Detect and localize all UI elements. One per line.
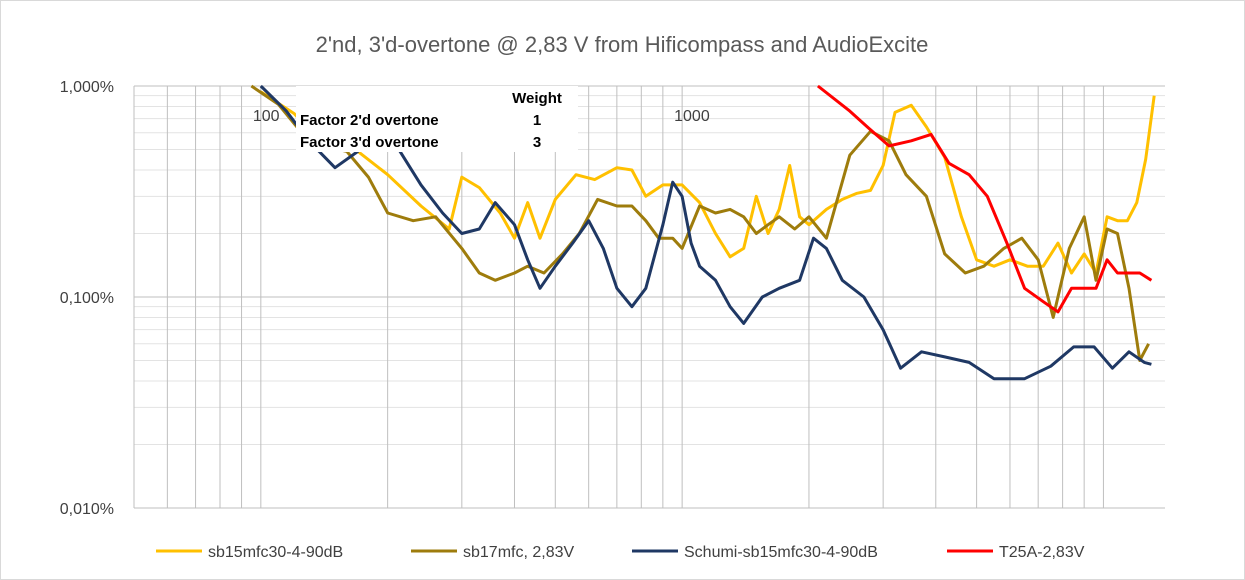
legend-entry-label: T25A-2,83V xyxy=(999,544,1085,561)
x-axis-ticks: 100 1000 xyxy=(253,108,710,125)
series-line xyxy=(259,84,1152,381)
y-axis-ticks: 1,000% 0,100% 0,010% xyxy=(60,79,114,518)
series-line xyxy=(250,84,1150,362)
weight-table-header: Weight xyxy=(512,90,562,107)
legend-entry-label: sb17mfc, 2,83V xyxy=(463,544,575,561)
weight-row-label: Factor 2'd overtone xyxy=(300,112,439,129)
weight-table-background xyxy=(296,86,578,152)
chart-legend: sb15mfc30-4-90dB sb17mfc, 2,83V Schumi-sb1… xyxy=(156,544,1085,561)
x-tick-label: 1000 xyxy=(674,108,710,125)
legend-entry-label: Schumi-sb15mfc30-4-90dB xyxy=(684,544,878,561)
y-tick-label: 1,000% xyxy=(60,79,114,96)
chart-grid xyxy=(133,85,1165,509)
chart-title: 2'nd, 3'd-overtone @ 2,83 V from Hificom… xyxy=(316,32,929,57)
series-line xyxy=(816,84,1153,314)
weight-row-label: Factor 3'd overtone xyxy=(300,134,439,151)
weight-table: Weight Factor 2'd overtone 1 Factor 3'd ove… xyxy=(296,86,578,152)
weight-row-value: 1 xyxy=(533,112,541,129)
weight-row-value: 3 xyxy=(533,134,541,151)
x-tick-label: 100 xyxy=(253,108,280,125)
series-line xyxy=(259,90,1156,275)
legend-entry-label: sb15mfc30-4-90dB xyxy=(208,544,343,561)
y-tick-label: 0,100% xyxy=(60,290,114,307)
chart-lines xyxy=(250,84,1156,381)
y-tick-label: 0,010% xyxy=(60,501,114,518)
